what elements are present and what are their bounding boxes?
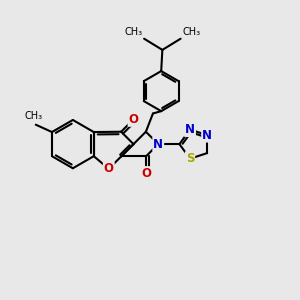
Text: S: S <box>186 152 194 165</box>
Text: CH₃: CH₃ <box>182 27 200 37</box>
Text: CH₃: CH₃ <box>124 27 142 37</box>
Text: O: O <box>128 113 139 126</box>
Text: N: N <box>185 123 195 136</box>
Text: CH₃: CH₃ <box>24 111 43 121</box>
Text: O: O <box>141 167 151 180</box>
Text: N: N <box>202 129 212 142</box>
Text: N: N <box>153 138 163 151</box>
Text: O: O <box>104 162 114 175</box>
